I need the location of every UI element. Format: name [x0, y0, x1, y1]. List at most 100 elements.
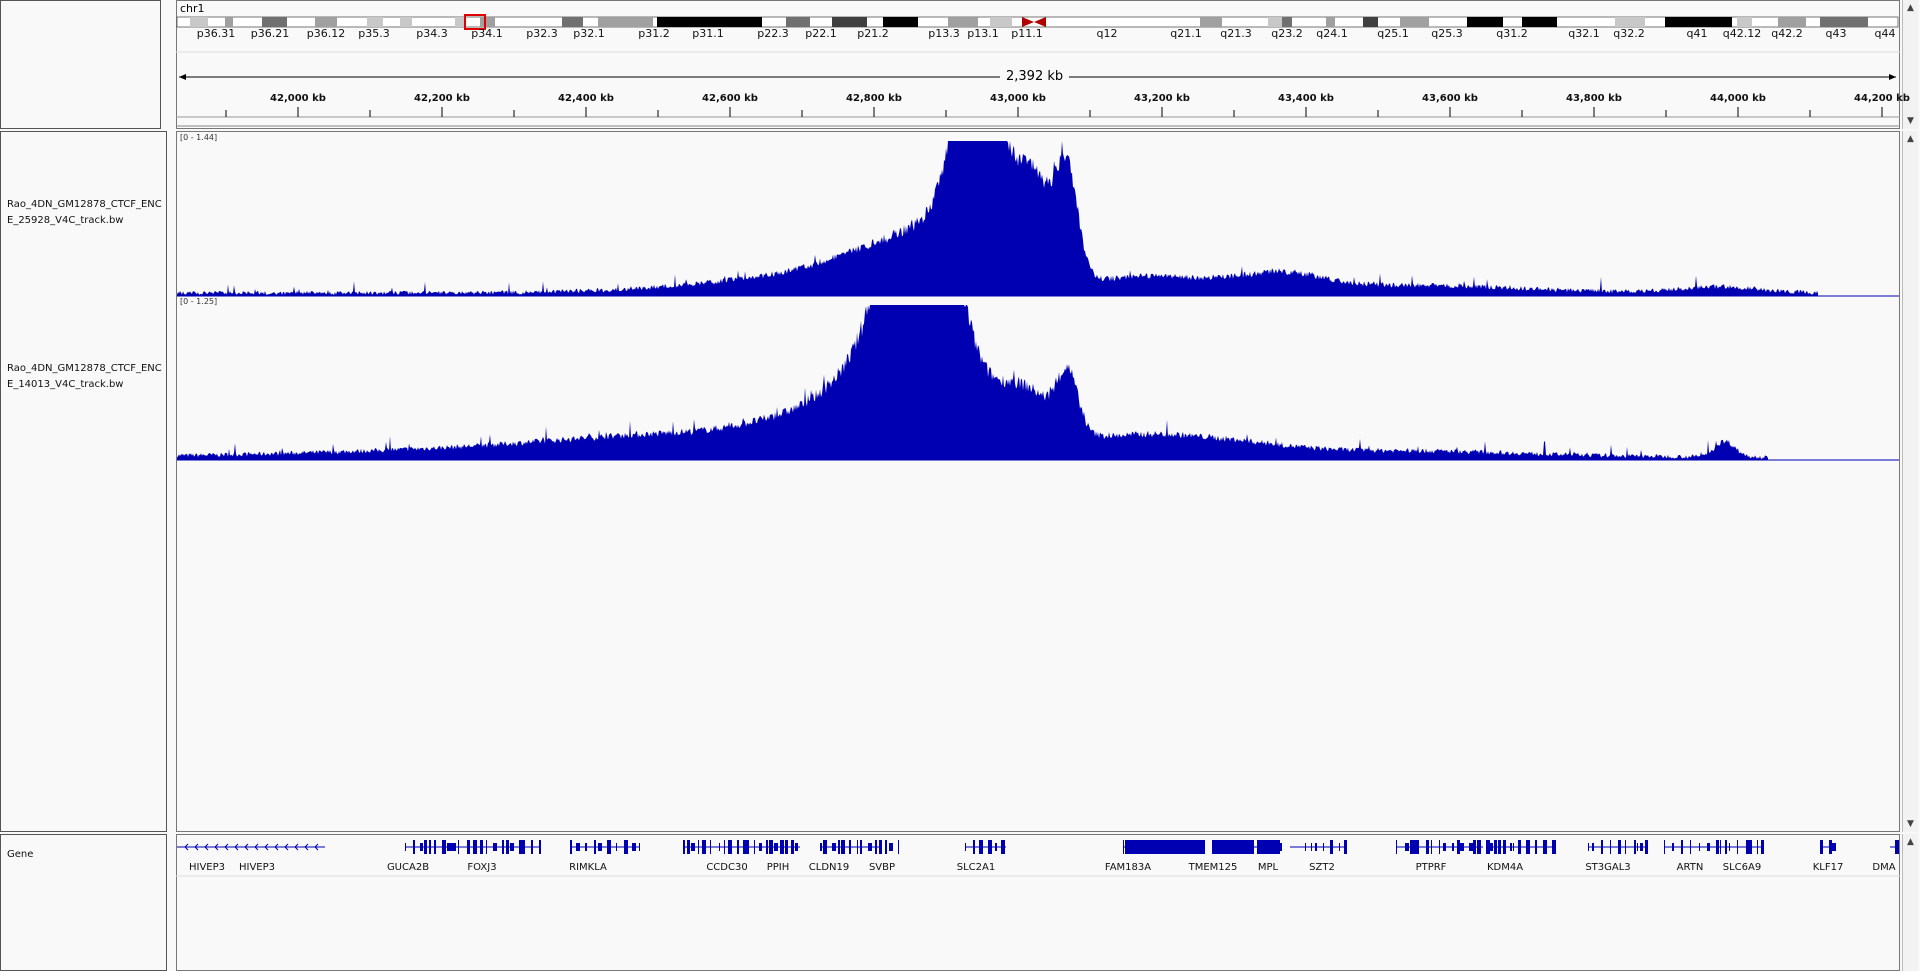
- cytoband-label: q21.3: [1220, 27, 1252, 40]
- gene-label: KLF17: [1812, 862, 1844, 873]
- gene-exon: [898, 840, 899, 854]
- chromosome-label[interactable]: chr1: [180, 2, 205, 15]
- gene-exon: [506, 840, 509, 854]
- scroll-up-icon[interactable]: ▲: [1907, 134, 1914, 144]
- gene-exon: [841, 840, 844, 854]
- gene-exon: [632, 843, 636, 851]
- gene-label: PPIH: [766, 862, 790, 873]
- current-region-indicator[interactable]: [464, 14, 486, 30]
- header-name-panel: [0, 0, 161, 129]
- tracks-scrollbar[interactable]: ▲ ▼: [1902, 131, 1918, 832]
- gene-exon: [405, 843, 406, 851]
- cytoband-label: p21.2: [857, 27, 889, 40]
- gene-exon: [973, 840, 975, 854]
- gene-exon: [510, 843, 514, 851]
- cytoband-label: q44: [1874, 27, 1896, 40]
- gene-exon: [519, 840, 522, 854]
- gene-exon: [1716, 840, 1719, 854]
- span-arrow-right-icon: [1889, 74, 1896, 80]
- gene-exon: [1681, 840, 1683, 854]
- cytoband: [948, 17, 978, 27]
- gene-exon: [979, 840, 983, 854]
- span-arrow-left-icon: [179, 74, 186, 80]
- gene-scrollbar[interactable]: ▲: [1902, 834, 1918, 971]
- scroll-down-icon[interactable]: ▼: [1907, 116, 1914, 126]
- gene-exon: [1832, 843, 1836, 851]
- cytoband-label: q25.1: [1377, 27, 1409, 40]
- gene-exon: [1452, 843, 1454, 851]
- gene-exon: [754, 840, 755, 854]
- cytoband-label: q31.2: [1496, 27, 1528, 40]
- gene-exon: [1001, 840, 1005, 854]
- cytoband-label: q42.2: [1771, 27, 1803, 40]
- gene-label: GUCA2B: [386, 862, 430, 873]
- gene-exon: [838, 840, 840, 854]
- scroll-up-icon[interactable]: ▲: [1907, 3, 1914, 13]
- cytoband: [832, 17, 867, 27]
- cytoband: [315, 17, 337, 27]
- cytoband-label: p36.12: [306, 27, 346, 40]
- strand-arrow-icon: [214, 843, 219, 851]
- gene-label: PTPRF: [1415, 862, 1447, 873]
- scroll-up-icon[interactable]: ▲: [1907, 837, 1914, 847]
- cytoband: [480, 17, 495, 27]
- gene-exon: [1257, 840, 1280, 854]
- cytoband-label: q43: [1825, 27, 1847, 40]
- header-scrollbar[interactable]: ▲ ▼: [1902, 0, 1918, 129]
- gene-label: ST3GAL3: [1585, 862, 1631, 873]
- strand-arrow-icon: [274, 843, 279, 851]
- gene-label: SZT2: [1309, 862, 1335, 873]
- gene-exon: [1829, 840, 1832, 854]
- scroll-down-icon[interactable]: ▼: [1907, 819, 1914, 829]
- gene-data-panel: [176, 834, 1900, 971]
- gene-exon: [1489, 843, 1493, 851]
- ruler-tick-label: 42,800 kb: [846, 93, 902, 104]
- gene-exon: [1640, 843, 1643, 851]
- cytoband-label: q12: [1096, 27, 1118, 40]
- gene-exon: [420, 843, 423, 851]
- gene-exon: [988, 840, 992, 854]
- gene-exon: [1750, 840, 1752, 854]
- cytoband: [1326, 17, 1335, 27]
- gene-exon: [1543, 840, 1547, 854]
- gene-exon: [710, 840, 711, 854]
- signal-area: [177, 141, 1818, 296]
- gene-exon: [1699, 843, 1700, 851]
- cytoband-label: p22.1: [805, 27, 837, 40]
- track-name-1[interactable]: Rao_4DN_GM12878_CTCF_ENCE_25928_V4C_trac…: [7, 199, 162, 226]
- cytoband-label: p36.21: [250, 27, 290, 40]
- gene-track-name[interactable]: Gene: [7, 849, 34, 860]
- gene-exon: [1592, 843, 1594, 851]
- gene-label: RIMKLA: [569, 862, 607, 873]
- track-name-2[interactable]: Rao_4DN_GM12878_CTCF_ENCE_14013_V4C_trac…: [7, 363, 162, 390]
- gene-exon: [413, 840, 415, 854]
- gene-exon: [480, 840, 483, 854]
- gene-exon: [1618, 840, 1621, 854]
- gene-exon: [1601, 840, 1603, 854]
- gene-exon: [442, 840, 446, 854]
- gene-exon: [467, 840, 470, 854]
- gene-exon: [1510, 843, 1512, 851]
- gene-exon: [860, 840, 862, 854]
- ruler-ticks: [225, 107, 1883, 117]
- strand-arrow-icon: [244, 843, 249, 851]
- gene-label: CLDN19: [808, 862, 850, 873]
- gene-exon: [1330, 840, 1333, 854]
- gene-exon: [1761, 840, 1764, 854]
- gene-exon: [683, 840, 685, 854]
- cytoband-label: p35.3: [358, 27, 390, 40]
- ruler-tick-label: 43,600 kb: [1422, 93, 1478, 104]
- gene-exon: [1469, 843, 1473, 851]
- gene-exon: [1498, 840, 1501, 854]
- gene-exon: [766, 840, 768, 854]
- cytoband-label: q41: [1686, 27, 1708, 40]
- gene-exon: [743, 840, 747, 854]
- strand-arrow-icon: [194, 843, 199, 851]
- cytoband: [225, 17, 233, 27]
- ruler-tick-label: 44,200 kb: [1854, 93, 1910, 104]
- cytoband: [1400, 17, 1429, 27]
- cytoband: [1522, 17, 1557, 27]
- gene-exon: [820, 843, 822, 851]
- gene-exon: [1477, 840, 1481, 854]
- cytoband: [598, 17, 653, 27]
